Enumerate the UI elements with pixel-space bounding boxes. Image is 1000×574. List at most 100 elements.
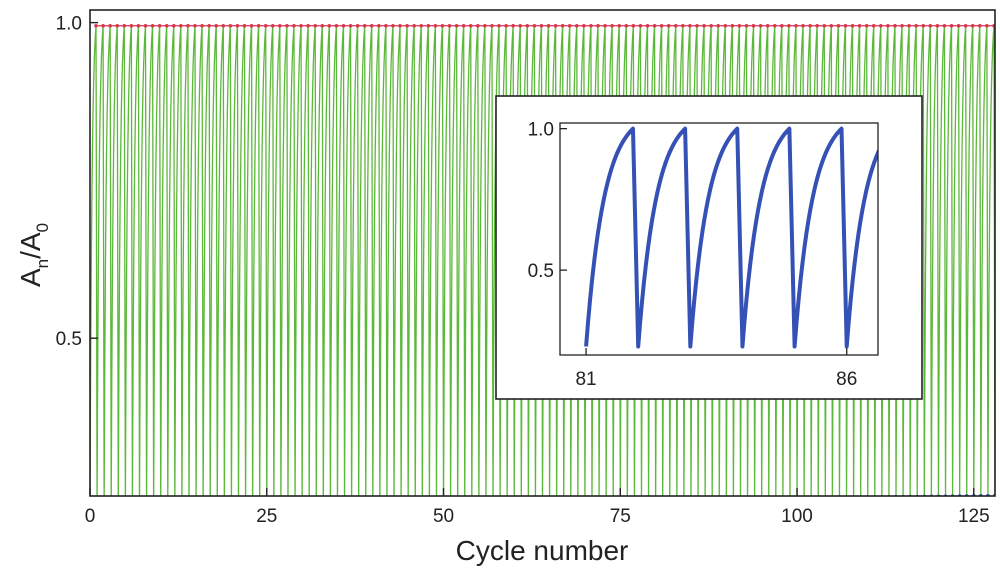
- min-marker: [562, 498, 566, 502]
- inset-x-tick-label: 86: [836, 369, 857, 390]
- min-marker: [597, 498, 601, 502]
- min-marker: [759, 496, 763, 500]
- min-marker: [314, 501, 318, 505]
- y-axis-title-mid: /A: [15, 232, 46, 259]
- min-marker: [180, 502, 184, 506]
- min-marker: [703, 497, 707, 501]
- min-marker: [668, 497, 672, 501]
- min-marker: [547, 499, 551, 503]
- min-marker: [335, 501, 339, 505]
- min-marker: [166, 503, 170, 507]
- inset-y-tick-label: 0.5: [528, 261, 554, 282]
- x-axis-title: Cycle number: [456, 535, 629, 566]
- min-marker: [696, 497, 700, 501]
- min-marker: [406, 500, 410, 504]
- min-marker: [300, 501, 304, 505]
- min-marker: [250, 502, 254, 506]
- y-tick-label: 0.5: [56, 329, 82, 350]
- min-marker: [137, 503, 141, 507]
- min-marker: [307, 501, 311, 505]
- inset-x-ticks: 81 86: [575, 348, 857, 390]
- min-marker: [583, 498, 587, 502]
- min-marker: [144, 503, 148, 507]
- min-marker: [364, 500, 368, 504]
- min-marker: [109, 503, 113, 507]
- min-marker: [569, 498, 573, 502]
- x-tick-label: 25: [256, 506, 277, 527]
- min-marker: [286, 501, 290, 505]
- min-marker: [618, 498, 622, 502]
- min-marker: [448, 500, 452, 504]
- min-marker: [682, 497, 686, 501]
- min-marker: [774, 496, 778, 500]
- inset-x-tick-label: 81: [575, 369, 596, 390]
- y-axis-title-sub1: n: [33, 259, 52, 268]
- inset-y-ticks: 0.5 1.0: [528, 120, 567, 282]
- inset-panel: 81 86 0.5 1.0: [495, 95, 923, 400]
- signal-line: [90, 25, 995, 496]
- min-marker: [731, 497, 735, 501]
- min-marker: [378, 500, 382, 504]
- max-marker: [94, 23, 98, 28]
- min-marker: [632, 498, 636, 502]
- x-tick-label: 75: [610, 506, 631, 527]
- min-marker: [116, 503, 120, 507]
- min-marker: [576, 498, 580, 502]
- min-marker: [371, 500, 375, 504]
- min-trend-line: [944, 495, 995, 496]
- min-marker: [293, 501, 297, 505]
- min-marker: [660, 497, 664, 501]
- min-marker: [102, 503, 106, 507]
- y-axis-title-main: A: [15, 268, 46, 287]
- min-marker: [236, 502, 240, 506]
- inset-series-line: [584, 126, 878, 349]
- min-marker: [151, 503, 155, 507]
- min-marker: [498, 499, 502, 503]
- min-marker: [385, 500, 389, 504]
- min-marker: [689, 497, 693, 501]
- min-marker: [279, 501, 283, 505]
- min-marker: [187, 502, 191, 506]
- min-marker: [611, 498, 615, 502]
- min-marker: [427, 500, 431, 504]
- min-marker: [349, 501, 353, 505]
- min-marker: [321, 501, 325, 505]
- min-marker: [484, 499, 488, 503]
- y-axis-title: An/A0: [15, 223, 52, 287]
- min-marker: [392, 500, 396, 504]
- inset-frame: [495, 95, 923, 400]
- min-marker: [512, 499, 516, 503]
- y-tick-label: 1.0: [56, 14, 82, 35]
- min-marker: [328, 501, 332, 505]
- min-marker: [590, 498, 594, 502]
- min-marker: [745, 496, 749, 500]
- min-marker: [519, 499, 523, 503]
- min-marker: [554, 498, 558, 502]
- min-marker: [123, 503, 127, 507]
- min-marker: [738, 497, 742, 501]
- min-marker: [455, 499, 459, 503]
- min-marker: [441, 500, 445, 504]
- min-marker: [646, 497, 650, 501]
- min-marker: [434, 500, 438, 504]
- min-marker: [130, 503, 134, 507]
- min-marker: [420, 500, 424, 504]
- min-marker: [710, 497, 714, 501]
- min-marker: [767, 496, 771, 500]
- min-marker: [399, 500, 403, 504]
- min-marker: [625, 498, 629, 502]
- min-marker: [653, 497, 657, 501]
- inset-y-tick-label: 1.0: [528, 120, 554, 141]
- min-marker: [342, 501, 346, 505]
- y-axis-title-sub2: 0: [33, 223, 52, 232]
- max-marker-series: [94, 23, 995, 28]
- x-tick-label: 100: [781, 506, 813, 527]
- min-marker: [540, 499, 544, 503]
- min-marker: [95, 503, 99, 507]
- min-marker: [533, 499, 537, 503]
- min-marker: [413, 500, 417, 504]
- min-marker: [604, 498, 608, 502]
- min-marker: [717, 497, 721, 501]
- min-marker: [752, 496, 756, 500]
